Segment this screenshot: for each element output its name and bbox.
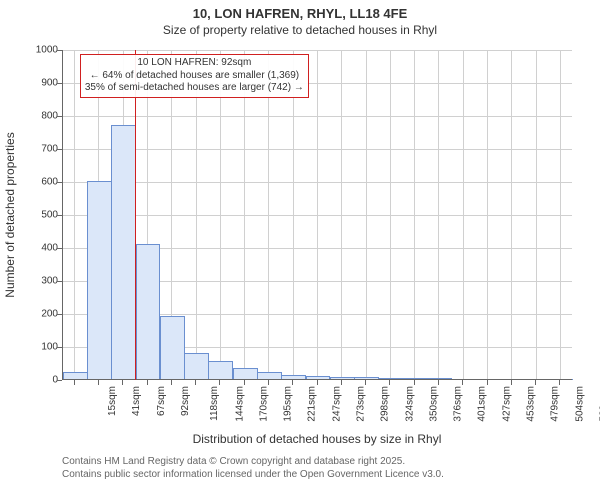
y-tick-label: 500 bbox=[18, 210, 58, 221]
x-tick-label: 170sqm bbox=[258, 386, 269, 422]
bar bbox=[87, 181, 112, 380]
annotation-box: 10 LON HAFREN: 92sqm← 64% of detached ho… bbox=[80, 54, 309, 98]
x-tick-label: 118sqm bbox=[209, 386, 220, 421]
annotation-line2: ← 64% of detached houses are smaller (1,… bbox=[85, 70, 304, 83]
annotation-line1: 10 LON HAFREN: 92sqm bbox=[85, 57, 304, 70]
gridline-h bbox=[62, 149, 572, 150]
x-tick-label: 453sqm bbox=[526, 386, 537, 422]
marker-line bbox=[135, 50, 136, 380]
y-tick-label: 400 bbox=[18, 243, 58, 254]
gridline-h bbox=[62, 50, 572, 51]
x-tick-label: 195sqm bbox=[283, 386, 294, 422]
bar bbox=[136, 244, 161, 380]
gridline-h bbox=[62, 116, 572, 117]
x-tick-label: 221sqm bbox=[307, 386, 318, 422]
y-axis-title: Number of detached properties bbox=[3, 132, 17, 297]
x-tick-label: 273sqm bbox=[356, 386, 367, 422]
y-tick-label: 700 bbox=[18, 144, 58, 155]
y-tick-label: 100 bbox=[18, 342, 58, 353]
chart-container: 10, LON HAFREN, RHYL, LL18 4FE Size of p… bbox=[0, 0, 600, 500]
x-tick-label: 15sqm bbox=[107, 386, 118, 416]
chart-title-line1: 10, LON HAFREN, RHYL, LL18 4FE bbox=[0, 0, 600, 23]
x-tick-label: 401sqm bbox=[477, 386, 488, 422]
x-axis-title: Distribution of detached houses by size … bbox=[62, 432, 572, 446]
attribution-line1: Contains HM Land Registry data © Crown c… bbox=[62, 456, 444, 469]
y-tick-label: 200 bbox=[18, 309, 58, 320]
y-tick-label: 800 bbox=[18, 111, 58, 122]
y-tick-label: 1000 bbox=[18, 45, 58, 56]
attribution: Contains HM Land Registry data © Crown c… bbox=[62, 456, 444, 481]
gridline-h bbox=[62, 182, 572, 183]
chart-title-line2: Size of property relative to detached ho… bbox=[0, 23, 600, 39]
x-tick-label: 479sqm bbox=[550, 386, 561, 422]
x-tick-label: 41sqm bbox=[131, 386, 142, 416]
x-tick-label: 324sqm bbox=[404, 386, 415, 422]
gridline-h bbox=[62, 215, 572, 216]
x-tick-label: 376sqm bbox=[453, 386, 464, 422]
x-tick-label: 298sqm bbox=[380, 386, 391, 422]
x-tick-label: 247sqm bbox=[331, 386, 342, 422]
bar bbox=[160, 316, 185, 380]
x-tick-label: 350sqm bbox=[428, 386, 439, 422]
x-tick-label: 144sqm bbox=[234, 386, 245, 422]
x-tick-label: 92sqm bbox=[180, 386, 191, 416]
y-tick-label: 0 bbox=[18, 375, 58, 386]
bar bbox=[184, 353, 209, 380]
bar bbox=[111, 125, 136, 380]
y-tick-label: 300 bbox=[18, 276, 58, 287]
plot-area: 15sqm41sqm67sqm92sqm118sqm144sqm170sqm19… bbox=[62, 50, 572, 380]
x-tick-label: 67sqm bbox=[156, 386, 167, 416]
annotation-line3: 35% of semi-detached houses are larger (… bbox=[85, 82, 304, 95]
bar bbox=[208, 361, 233, 380]
x-tick-label: 427sqm bbox=[501, 386, 512, 422]
y-tick-label: 900 bbox=[18, 78, 58, 89]
x-tick-label: 504sqm bbox=[574, 386, 585, 422]
y-tick-label: 600 bbox=[18, 177, 58, 188]
attribution-line2: Contains public sector information licen… bbox=[62, 469, 444, 482]
